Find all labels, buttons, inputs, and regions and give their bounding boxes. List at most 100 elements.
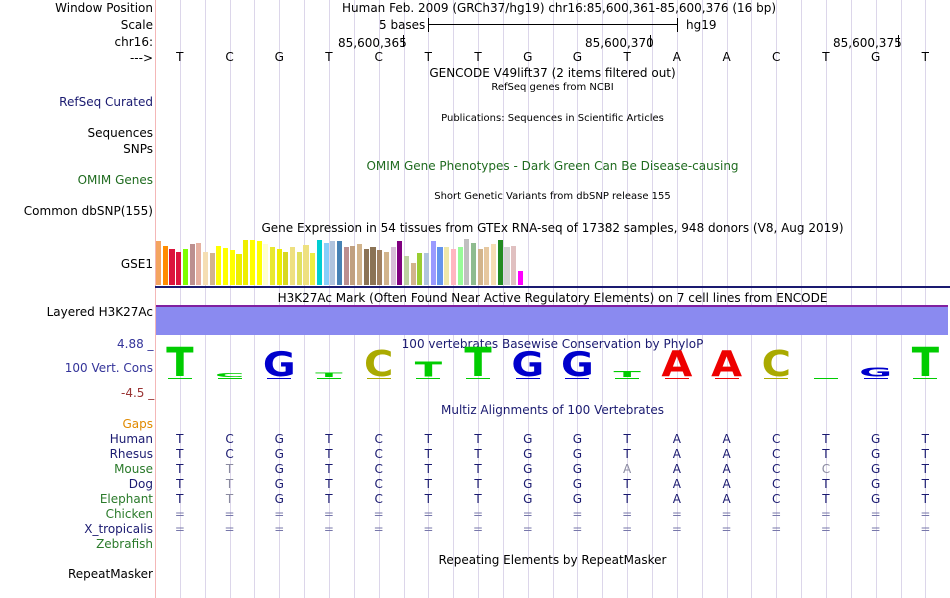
gtex-tissue-bar[interactable]	[276, 249, 282, 285]
gtex-tissue-bar[interactable]	[370, 247, 376, 285]
vert-cons-label[interactable]: 100 Vert. Cons	[64, 361, 153, 375]
gtex-tissue-bar[interactable]	[491, 244, 497, 285]
gtex-tissue-bar[interactable]	[363, 249, 369, 285]
gtex-tissue-bar[interactable]	[236, 254, 242, 285]
gtex-tissue-bar[interactable]	[263, 244, 269, 285]
gtex-tissue-bar[interactable]	[464, 239, 470, 285]
cons-title[interactable]: 100 vertebrates Basewise Conservation by…	[401, 337, 704, 351]
species-label-dog[interactable]: Dog	[128, 477, 153, 491]
gtex-tissue-bar[interactable]	[316, 240, 322, 285]
gtex-tissue-bar[interactable]	[162, 246, 168, 285]
gtex-tissue-bar[interactable]	[310, 253, 316, 285]
omim-title[interactable]: OMIM Gene Phenotypes - Dark Green Can Be…	[366, 159, 739, 173]
gtex-tissue-bar[interactable]	[444, 247, 450, 285]
species-label-human[interactable]: Human	[109, 432, 153, 446]
alignment-base: =	[373, 522, 384, 536]
gtex-tissue-bar[interactable]	[484, 247, 490, 285]
gtex-tissue-bar[interactable]	[397, 241, 403, 285]
gtex-tissue-bar[interactable]	[209, 253, 215, 285]
cons-logo-letter: T	[315, 371, 343, 379]
species-label-zebrafish[interactable]: Zebrafish	[96, 537, 153, 551]
h3k27ac-signal[interactable]	[156, 305, 948, 335]
gtex-tissue-bar[interactable]	[243, 240, 249, 285]
cons-max-value: 4.88 _	[117, 337, 154, 351]
gtex-tissue-bar[interactable]	[229, 250, 235, 285]
repeatmasker-label[interactable]: RepeatMasker	[67, 567, 153, 581]
species-label-elephant[interactable]: Elephant	[99, 492, 153, 506]
alignment-base: T	[623, 447, 631, 461]
gtex-tissue-bar[interactable]	[450, 249, 456, 285]
gtex-tissue-bar[interactable]	[296, 252, 302, 285]
alignment-base: G	[274, 432, 284, 446]
gtex-tissue-bar[interactable]	[403, 256, 410, 285]
gtex-tissue-bar[interactable]	[517, 271, 523, 285]
gtex-tissue-bar[interactable]	[196, 243, 202, 285]
snps-label[interactable]: SNPs	[123, 142, 153, 156]
gtex-tissue-bar[interactable]	[189, 244, 195, 285]
alignment-base: C	[374, 477, 383, 491]
gtex-tissue-bar[interactable]	[497, 240, 503, 285]
gtex-tissue-bar[interactable]	[410, 263, 416, 285]
gtex-tissue-bar[interactable]	[290, 247, 296, 285]
alignment-base: T	[822, 432, 830, 446]
gtex-title[interactable]: Gene Expression in 54 tissues from GTEx …	[261, 221, 844, 235]
gtex-tissue-bar[interactable]	[249, 240, 255, 285]
scale-assembly: hg19	[686, 18, 717, 32]
gtex-tissue-bar[interactable]	[343, 247, 349, 285]
multiz-title[interactable]: Multiz Alignments of 100 Vertebrates	[440, 403, 665, 417]
gse1-label[interactable]: GSE1	[120, 257, 153, 271]
gtex-tissue-bar[interactable]	[330, 241, 336, 285]
refseq-title[interactable]: RefSeq genes from NCBI	[491, 82, 614, 93]
gtex-tissue-bar[interactable]	[216, 246, 222, 285]
publications-title[interactable]: Publications: Sequences in Scientific Ar…	[441, 113, 664, 124]
alignment-base: T	[623, 477, 631, 491]
species-label-chicken[interactable]: Chicken	[105, 507, 153, 521]
gencode-title[interactable]: GENCODE V49lift37 (2 items filtered out)	[429, 66, 676, 80]
gtex-tissue-bar[interactable]	[377, 250, 383, 285]
gtex-tissue-bar[interactable]	[176, 252, 182, 285]
species-label-rhesus[interactable]: Rhesus	[109, 447, 153, 461]
gtex-tissue-bar[interactable]	[437, 247, 443, 285]
gtex-tissue-bar[interactable]	[357, 244, 363, 285]
gtex-tissue-bar[interactable]	[430, 241, 436, 285]
gtex-bar-chart[interactable]	[155, 237, 535, 285]
layered-h3k27ac-label[interactable]: Layered H3K27Ac	[46, 305, 153, 319]
gtex-tissue-bar[interactable]	[336, 241, 343, 285]
gtex-tissue-bar[interactable]	[350, 246, 356, 285]
omim-genes-label[interactable]: OMIM Genes	[77, 173, 153, 187]
alignment-base: =	[274, 522, 285, 536]
gtex-tissue-bar[interactable]	[303, 245, 309, 285]
gtex-tissue-bar[interactable]	[457, 247, 463, 285]
gtex-tissue-bar[interactable]	[256, 241, 262, 285]
common-dbsnp-label[interactable]: Common dbSNP(155)	[23, 204, 153, 218]
dbsnp-title[interactable]: Short Genetic Variants from dbSNP releas…	[434, 191, 671, 202]
gtex-tissue-bar[interactable]	[470, 243, 477, 285]
gtex-tissue-bar[interactable]	[323, 243, 329, 285]
gaps-label[interactable]: Gaps	[122, 417, 153, 431]
sequence-base: T	[424, 50, 433, 64]
gtex-tissue-bar[interactable]	[269, 247, 276, 285]
alignment-base: =	[522, 522, 533, 536]
gtex-tissue-bar[interactable]	[182, 249, 188, 285]
gtex-tissue-bar[interactable]	[156, 241, 162, 285]
gtex-tissue-bar[interactable]	[169, 249, 175, 285]
gtex-tissue-bar[interactable]	[223, 248, 229, 285]
gtex-tissue-bar[interactable]	[504, 247, 510, 285]
repeat-title[interactable]: Repeating Elements by RepeatMasker	[438, 553, 667, 567]
h3k27ac-title[interactable]: H3K27Ac Mark (Often Found Near Active Re…	[277, 291, 828, 305]
gtex-tissue-bar[interactable]	[511, 246, 517, 285]
gtex-tissue-bar[interactable]	[390, 247, 396, 285]
gtex-tissue-bar[interactable]	[424, 253, 430, 285]
sequences-label[interactable]: Sequences	[87, 126, 153, 140]
alignment-base: G	[572, 432, 583, 446]
gtex-tissue-bar[interactable]	[417, 253, 423, 285]
gtex-tissue-bar[interactable]	[202, 252, 209, 285]
gtex-tissue-bar[interactable]	[283, 252, 289, 285]
gtex-tissue-bar[interactable]	[477, 249, 483, 285]
refseq-curated-label[interactable]: RefSeq Curated	[59, 95, 153, 109]
chrom-label: chr16:	[114, 35, 153, 49]
gtex-tissue-bar[interactable]	[383, 252, 389, 285]
species-label-x_tropicalis[interactable]: X_tropicalis	[84, 522, 153, 536]
species-label-mouse[interactable]: Mouse	[114, 462, 153, 476]
